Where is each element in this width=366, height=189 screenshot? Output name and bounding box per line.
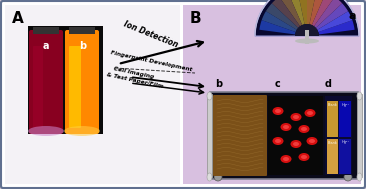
Text: Ion Detection: Ion Detection [122,19,179,49]
Circle shape [344,173,352,181]
Ellipse shape [309,139,315,143]
Wedge shape [312,0,335,26]
FancyBboxPatch shape [33,46,43,128]
Wedge shape [318,20,355,34]
Wedge shape [307,0,317,24]
Ellipse shape [207,92,212,100]
Ellipse shape [273,107,284,115]
Text: a: a [348,11,356,21]
Bar [33,27,59,34]
Wedge shape [262,11,297,32]
FancyBboxPatch shape [69,46,81,128]
Wedge shape [314,0,342,28]
Bar [327,101,339,136]
Ellipse shape [357,173,362,181]
Bar [268,96,323,175]
Wedge shape [295,24,319,36]
FancyBboxPatch shape [29,30,63,134]
Ellipse shape [291,113,302,121]
Ellipse shape [307,111,313,115]
Ellipse shape [275,139,281,143]
Text: a: a [43,41,49,51]
Ellipse shape [291,140,302,148]
FancyBboxPatch shape [5,5,180,184]
Text: Hg²⁺: Hg²⁺ [341,140,349,145]
Text: c: c [275,79,281,89]
Ellipse shape [280,123,291,131]
Bar [340,139,351,174]
Text: & Test Paper/Film: & Test Paper/Film [106,72,164,89]
Bar [327,139,339,174]
Bar [28,26,103,134]
Ellipse shape [301,155,307,159]
Ellipse shape [299,125,310,133]
Bar [340,101,351,136]
Text: Blank: Blank [328,140,338,145]
Ellipse shape [357,92,362,100]
Ellipse shape [283,125,289,129]
Ellipse shape [306,137,317,145]
Wedge shape [316,3,348,30]
Wedge shape [279,0,302,26]
Ellipse shape [283,157,289,161]
Wedge shape [317,11,352,32]
Bar [210,92,358,179]
Text: d: d [325,79,332,89]
Text: Cell Imaging: Cell Imaging [113,67,154,80]
FancyBboxPatch shape [65,30,99,134]
Ellipse shape [280,155,291,163]
FancyBboxPatch shape [183,5,361,184]
Ellipse shape [28,126,64,136]
Wedge shape [266,3,298,30]
Wedge shape [259,20,296,34]
Bar [207,94,212,177]
Text: b: b [215,79,222,89]
Ellipse shape [275,109,281,113]
Text: Hg²⁺: Hg²⁺ [341,103,349,107]
FancyBboxPatch shape [213,95,267,176]
Ellipse shape [64,126,100,136]
Ellipse shape [273,137,284,145]
Bar [69,27,95,34]
Text: B: B [190,11,202,26]
Bar [305,30,309,44]
Bar [325,96,352,175]
Wedge shape [297,0,307,24]
Wedge shape [272,0,300,28]
Ellipse shape [295,39,319,43]
Bar [357,94,362,177]
Ellipse shape [207,173,212,181]
Ellipse shape [299,153,310,161]
Circle shape [214,173,222,181]
Ellipse shape [305,109,315,117]
Wedge shape [255,0,359,36]
Ellipse shape [293,115,299,119]
Text: Blank: Blank [328,103,338,107]
Text: b: b [79,41,87,51]
Text: A: A [12,11,24,26]
Ellipse shape [293,142,299,146]
Wedge shape [309,0,326,25]
Ellipse shape [301,127,307,131]
Text: Fingerprint Development: Fingerprint Development [110,50,193,72]
Wedge shape [288,0,305,25]
